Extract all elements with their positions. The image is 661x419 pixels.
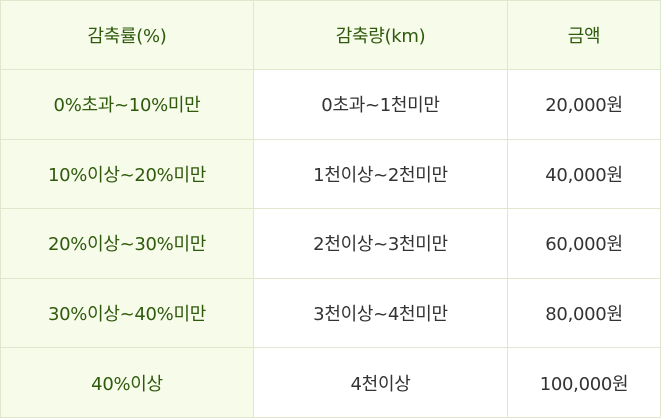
rate-cell: 20%이상~30%미만 [0, 208, 254, 279]
amount-cell: 4천이상 [253, 347, 508, 418]
table-row: 30%이상~40%미만 3천이상~4천미만 80,000원 [0, 277, 661, 349]
money-cell: 40,000원 [507, 138, 661, 210]
table-row: 10%이상~20%미만 1천이상~2천미만 40,000원 [0, 138, 661, 210]
money-cell: 80,000원 [507, 277, 661, 349]
header-row: 감축률(%) 감축량(km) 금액 [0, 0, 661, 70]
header-reduction-amount: 감축량(km) [253, 0, 508, 70]
amount-cell: 3천이상~4천미만 [253, 277, 508, 349]
table-body: 0%초과~10%미만 0초과~1천미만 20,000원 10%이상~20%미만 … [0, 69, 661, 418]
header-reduction-rate: 감축률(%) [0, 0, 254, 70]
table-header: 감축률(%) 감축량(km) 금액 [0, 0, 661, 70]
amount-cell: 1천이상~2천미만 [253, 138, 508, 210]
table-row: 40%이상 4천이상 100,000원 [0, 347, 661, 418]
money-cell: 100,000원 [507, 347, 661, 418]
rate-cell: 0%초과~10%미만 [0, 69, 254, 140]
header-money: 금액 [507, 0, 661, 70]
money-cell: 60,000원 [507, 208, 661, 279]
table-row: 20%이상~30%미만 2천이상~3천미만 60,000원 [0, 208, 661, 279]
table-row: 0%초과~10%미만 0초과~1천미만 20,000원 [0, 69, 661, 140]
amount-cell: 2천이상~3천미만 [253, 208, 508, 279]
amount-cell: 0초과~1천미만 [253, 69, 508, 140]
rate-cell: 30%이상~40%미만 [0, 277, 254, 349]
money-cell: 20,000원 [507, 69, 661, 140]
rate-cell: 10%이상~20%미만 [0, 138, 254, 210]
rate-cell: 40%이상 [0, 347, 254, 418]
